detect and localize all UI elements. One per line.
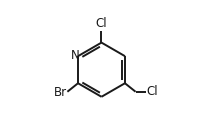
Text: Cl: Cl bbox=[147, 85, 158, 98]
Text: N: N bbox=[71, 49, 80, 62]
Text: Br: Br bbox=[54, 86, 67, 99]
Text: Cl: Cl bbox=[96, 17, 107, 30]
